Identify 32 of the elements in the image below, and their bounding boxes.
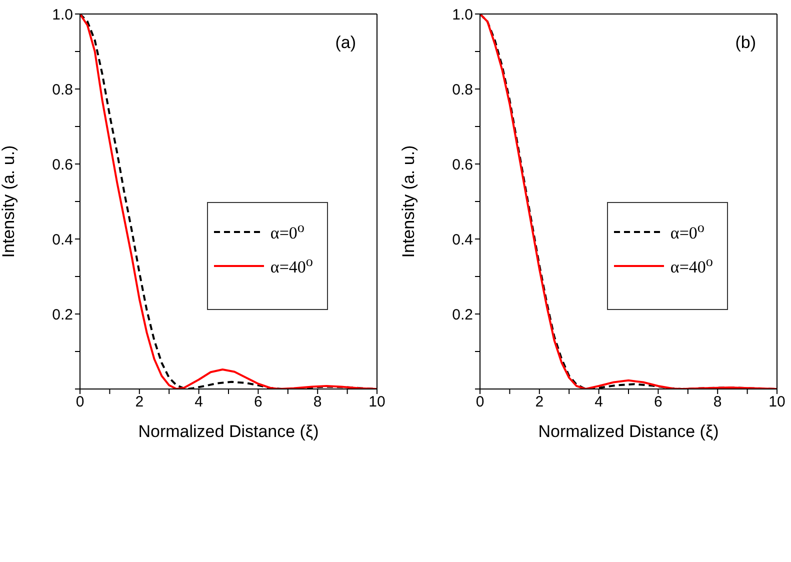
legend-label: α=40$^{o}$ [270, 254, 313, 278]
x-tick-label: 10 [768, 394, 786, 411]
legend-label: α=40$^{o}$ [670, 254, 713, 278]
x-tick-label: 2 [135, 394, 144, 411]
x-tick-label: 6 [254, 394, 262, 411]
x-tick-label: 4 [194, 394, 203, 411]
x-tick-label: 8 [713, 394, 722, 411]
x-tick-label: 6 [654, 394, 662, 411]
y-tick-label: 0.4 [452, 231, 473, 248]
x-tick-label: 10 [368, 394, 386, 411]
legend-label: α=0$^{o}$ [270, 220, 304, 244]
y-tick-label: 0.8 [452, 81, 473, 98]
x-tick-label: 0 [76, 394, 84, 411]
y-tick-label: 0.2 [52, 306, 73, 324]
x-tick-label: 0 [476, 394, 484, 411]
y-tick-label: 1.0 [452, 6, 473, 24]
x-tick-label: 2 [535, 394, 544, 411]
y-tick-label: 0.6 [452, 156, 473, 174]
y-axis-title: Intensity (a. u.) [0, 145, 18, 258]
y-tick-label: 0.8 [52, 81, 73, 98]
x-axis-title: Normalized Distance (ξ) [538, 422, 719, 441]
x-tick-label: 8 [313, 394, 322, 411]
legend-label: α=0$^{o}$ [670, 220, 704, 244]
y-tick-label: 0.4 [52, 231, 73, 248]
x-tick-label: 4 [594, 394, 603, 411]
x-axis-title: Normalized Distance (ξ) [138, 422, 319, 441]
annotation: (a) [335, 33, 356, 53]
y-tick-label: 0.2 [452, 306, 473, 324]
y-tick-label: 0.6 [52, 156, 73, 174]
y-tick-label: 1.0 [52, 6, 73, 24]
annotation: (b) [735, 33, 756, 53]
y-axis-title: Intensity (a. u.) [399, 145, 418, 258]
